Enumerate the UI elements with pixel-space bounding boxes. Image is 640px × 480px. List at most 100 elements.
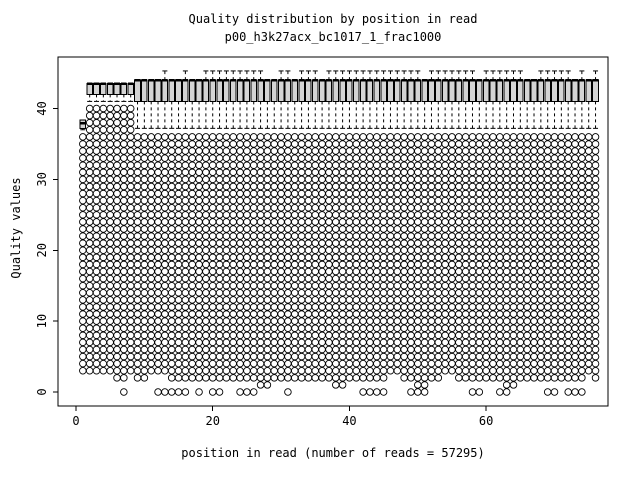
- outlier-point: [516, 203, 525, 212]
- outlier-point: [345, 338, 354, 347]
- outlier-point: [304, 239, 313, 247]
- outlier-point: [181, 189, 190, 198]
- outlier-point: [537, 147, 545, 155]
- outlier-point: [229, 317, 237, 325]
- outlier-point: [167, 154, 176, 162]
- outlier-point: [489, 203, 497, 212]
- outlier-point: [482, 260, 490, 269]
- outlier-point: [79, 196, 87, 205]
- outlier-point: [373, 324, 381, 332]
- outlier-point: [208, 161, 217, 169]
- outlier-point: [475, 239, 484, 247]
- outlier-point: [174, 324, 183, 332]
- outlier-point: [530, 182, 538, 191]
- outlier-point: [578, 239, 586, 247]
- outlier-point: [208, 317, 217, 325]
- outlier-point: [85, 104, 94, 113]
- outlier-point: [489, 296, 497, 304]
- box: [373, 79, 381, 102]
- outlier-point: [106, 296, 114, 304]
- outlier-point: [195, 267, 203, 276]
- outlier-point: [509, 239, 518, 247]
- outlier-point: [99, 225, 108, 233]
- outlier-point: [174, 211, 183, 219]
- outlier-point: [208, 154, 217, 162]
- outlier-point: [414, 246, 422, 254]
- outlier-point: [120, 289, 128, 297]
- outlier-point: [270, 133, 278, 141]
- outlier-point: [496, 147, 504, 155]
- outlier-point: [489, 211, 497, 219]
- outlier-point: [325, 253, 333, 262]
- outlier-point: [455, 196, 463, 205]
- outlier-point: [304, 303, 313, 311]
- outlier-point: [550, 359, 559, 368]
- outlier-point: [284, 246, 292, 254]
- outlier-point: [379, 281, 388, 290]
- outlier-point: [509, 246, 518, 254]
- outlier-point: [455, 374, 463, 382]
- outlier-point: [345, 218, 354, 226]
- outlier-point: [318, 331, 326, 340]
- outlier-point: [537, 196, 545, 205]
- outlier-point: [584, 253, 593, 262]
- outlier-point: [352, 239, 361, 247]
- outlier-point: [256, 331, 265, 340]
- outlier-point: [393, 196, 402, 205]
- outlier-point: [550, 388, 559, 396]
- outlier-point: [543, 189, 552, 198]
- outlier-point: [202, 352, 210, 361]
- outlier-point: [475, 218, 484, 226]
- outlier-point: [167, 352, 176, 361]
- outlier-point: [516, 317, 525, 325]
- outlier-point: [550, 331, 559, 340]
- outlier-point: [208, 281, 217, 290]
- outlier-point: [243, 324, 251, 332]
- box: [380, 79, 387, 102]
- y-tick-label: 40: [35, 101, 49, 115]
- outlier-point: [256, 296, 265, 304]
- outlier-point: [229, 175, 237, 184]
- box: [100, 83, 107, 95]
- outlier-point: [304, 133, 313, 141]
- outlier-point: [311, 203, 320, 212]
- outlier-point: [263, 147, 272, 155]
- outlier-point: [393, 133, 402, 141]
- outlier-point: [455, 140, 463, 148]
- outlier-point: [79, 303, 87, 311]
- outlier-point: [427, 232, 436, 240]
- outlier-point: [359, 303, 367, 311]
- outlier-point: [448, 175, 456, 184]
- outlier-point: [229, 168, 237, 177]
- outlier-point: [325, 168, 333, 177]
- outlier-point: [420, 161, 429, 169]
- box: [414, 79, 422, 102]
- outlier-point: [434, 359, 443, 368]
- outlier-point: [270, 267, 278, 276]
- outlier-point: [311, 211, 320, 219]
- outlier-point: [509, 310, 518, 318]
- outlier-point: [106, 111, 114, 120]
- outlier-point: [557, 374, 566, 382]
- outlier-point: [475, 331, 484, 340]
- outlier-point: [106, 274, 114, 283]
- outlier-point: [92, 196, 101, 205]
- outlier-point: [92, 253, 101, 262]
- outlier-point: [379, 317, 388, 325]
- outlier-point: [311, 352, 320, 361]
- outlier-point: [420, 267, 429, 276]
- outlier-point: [195, 211, 203, 219]
- outlier-point: [236, 175, 244, 184]
- outlier-point: [161, 189, 169, 198]
- outlier-point: [291, 303, 299, 311]
- outlier-point: [448, 281, 456, 290]
- outlier-point: [85, 168, 94, 177]
- outlier-point: [161, 203, 169, 212]
- outlier-point: [270, 211, 278, 219]
- outlier-point: [496, 189, 504, 198]
- outlier-point: [338, 359, 347, 368]
- outlier-point: [291, 253, 299, 262]
- outlier-point: [154, 296, 162, 304]
- outlier-point: [386, 267, 395, 276]
- outlier-point: [489, 239, 497, 247]
